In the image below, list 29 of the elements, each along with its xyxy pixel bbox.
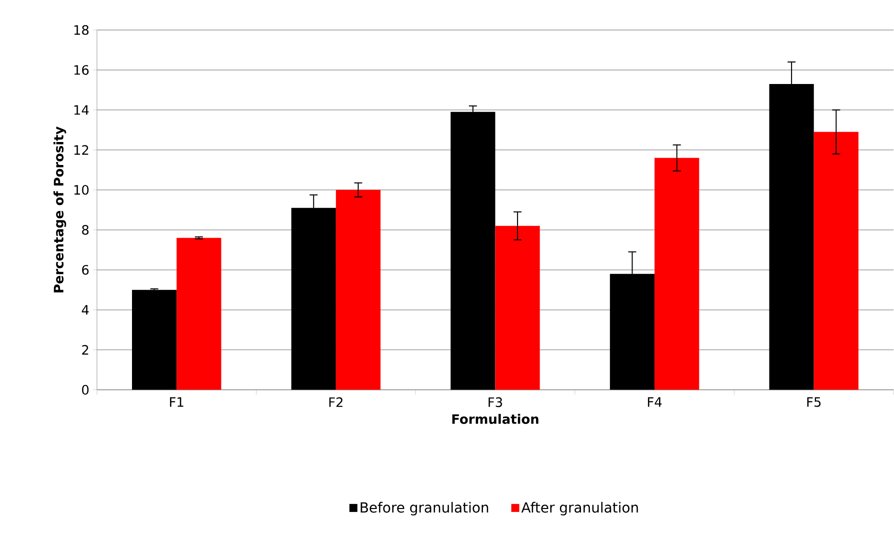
- bar: [495, 226, 540, 390]
- y-tick-label: 14: [74, 105, 89, 115]
- bar: [769, 84, 814, 390]
- y-tick-label: 18: [74, 25, 89, 36]
- legend-label: After granulation: [521, 502, 638, 516]
- y-tick-label: 16: [74, 65, 89, 76]
- bar: [336, 190, 381, 390]
- legend-label: Before granulation: [360, 502, 488, 516]
- bar: [654, 158, 700, 390]
- x-tick-label: F1: [170, 397, 184, 407]
- y-tick-label: 4: [82, 305, 89, 315]
- x-tick-label: F2: [329, 397, 342, 408]
- x-axis-title: Formulation: [452, 414, 538, 424]
- bar: [291, 208, 336, 390]
- y-axis-title: Percentage of Porosity: [53, 126, 66, 292]
- y-tick-label: 2: [82, 345, 88, 355]
- x-tick-label: F3: [488, 397, 502, 408]
- y-tick-label: 12: [74, 145, 88, 155]
- bar: [450, 112, 496, 390]
- bar: [814, 132, 858, 390]
- bar: [176, 238, 222, 390]
- y-tick-label: 6: [82, 265, 89, 275]
- bar: [132, 290, 177, 390]
- x-tick-label: F5: [807, 397, 821, 408]
- y-tick-label: 10: [74, 185, 89, 195]
- y-tick-label: 0: [82, 385, 89, 395]
- y-tick-label: 8: [82, 225, 89, 235]
- x-tick-label: F4: [648, 397, 662, 407]
- bar: [610, 274, 655, 390]
